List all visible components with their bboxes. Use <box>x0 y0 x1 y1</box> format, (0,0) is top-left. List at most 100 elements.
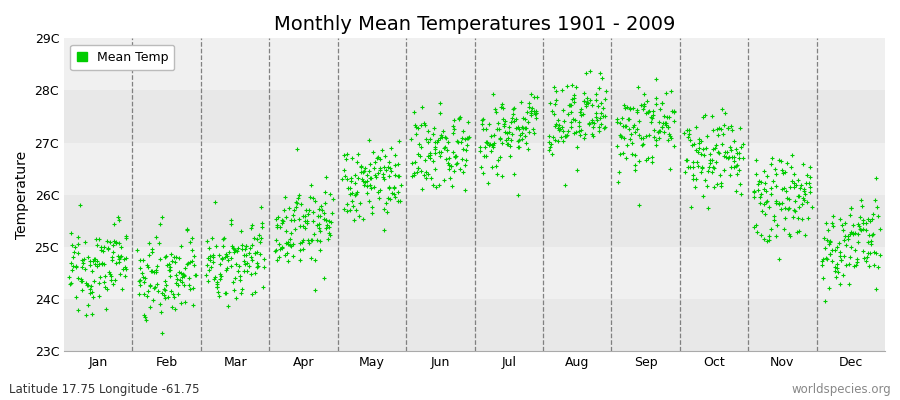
Point <box>846 222 860 228</box>
Point <box>559 133 573 139</box>
Point <box>366 148 381 155</box>
Point <box>572 122 586 129</box>
Point <box>581 120 596 127</box>
Point <box>661 137 675 143</box>
Point <box>300 218 314 224</box>
Point <box>166 294 181 300</box>
Point <box>506 111 520 117</box>
Point <box>592 115 607 121</box>
Point <box>298 213 312 219</box>
Point <box>411 165 426 171</box>
Point <box>290 199 304 206</box>
Point <box>869 249 884 256</box>
Point <box>825 222 840 229</box>
Point <box>545 134 560 140</box>
Point <box>405 160 419 166</box>
Point <box>855 248 869 254</box>
Point <box>88 256 103 262</box>
Point <box>79 282 94 288</box>
Point <box>577 135 591 141</box>
Point <box>584 119 598 126</box>
Point <box>555 128 570 134</box>
Point <box>687 141 701 148</box>
Point <box>461 118 475 125</box>
Point <box>558 132 572 139</box>
Point <box>690 163 705 169</box>
Point <box>370 155 384 161</box>
Point <box>130 247 144 254</box>
Point <box>500 135 515 141</box>
Point <box>174 300 188 306</box>
Point <box>117 256 131 262</box>
Point <box>248 250 262 256</box>
Point <box>344 178 358 184</box>
Point <box>529 115 544 122</box>
Point <box>148 267 163 273</box>
Point <box>142 240 157 246</box>
Point <box>216 236 230 242</box>
Point <box>86 258 100 264</box>
Point <box>235 286 249 292</box>
Point <box>101 245 115 251</box>
Point <box>209 243 223 250</box>
Point <box>478 144 492 150</box>
Point <box>176 272 191 278</box>
Point <box>790 177 805 184</box>
Point <box>426 182 440 188</box>
Point <box>764 191 778 198</box>
Point <box>724 164 738 170</box>
Point <box>380 208 394 215</box>
Point <box>239 268 254 274</box>
Point <box>613 151 627 158</box>
Point <box>762 203 777 210</box>
Point <box>803 164 817 170</box>
Point <box>434 132 448 138</box>
Point <box>542 139 556 145</box>
Point <box>554 87 569 94</box>
Point <box>418 169 433 175</box>
Point <box>522 104 536 110</box>
Point <box>780 195 795 202</box>
Point <box>505 130 519 137</box>
Point <box>663 133 678 139</box>
Point <box>717 167 732 174</box>
Point <box>347 180 362 186</box>
Point <box>583 68 598 74</box>
Point <box>229 261 243 267</box>
Point <box>141 252 156 258</box>
Point <box>860 254 874 260</box>
Point <box>616 135 631 142</box>
Point <box>803 173 817 180</box>
Point <box>612 169 626 175</box>
Point <box>322 230 337 236</box>
Point <box>715 180 729 186</box>
Point <box>210 284 224 290</box>
Point <box>103 269 117 275</box>
Point <box>98 273 112 279</box>
Point <box>860 250 875 256</box>
Point <box>798 232 813 238</box>
Point <box>157 292 171 298</box>
Point <box>373 164 387 171</box>
Point <box>166 291 181 298</box>
Point <box>68 248 82 255</box>
Point <box>140 292 154 299</box>
Point <box>180 225 194 232</box>
Point <box>686 158 700 165</box>
Point <box>511 138 526 144</box>
Point <box>428 184 443 190</box>
Point <box>563 119 578 125</box>
Point <box>310 237 324 244</box>
Point <box>391 198 405 205</box>
Point <box>64 230 78 237</box>
Point <box>137 279 151 286</box>
Point <box>221 248 236 255</box>
Point <box>729 162 743 168</box>
Point <box>93 274 107 281</box>
Point <box>421 153 436 159</box>
Point <box>139 316 153 323</box>
Point <box>752 187 766 194</box>
Point <box>544 141 558 148</box>
Point <box>802 180 816 186</box>
Point <box>362 137 376 144</box>
